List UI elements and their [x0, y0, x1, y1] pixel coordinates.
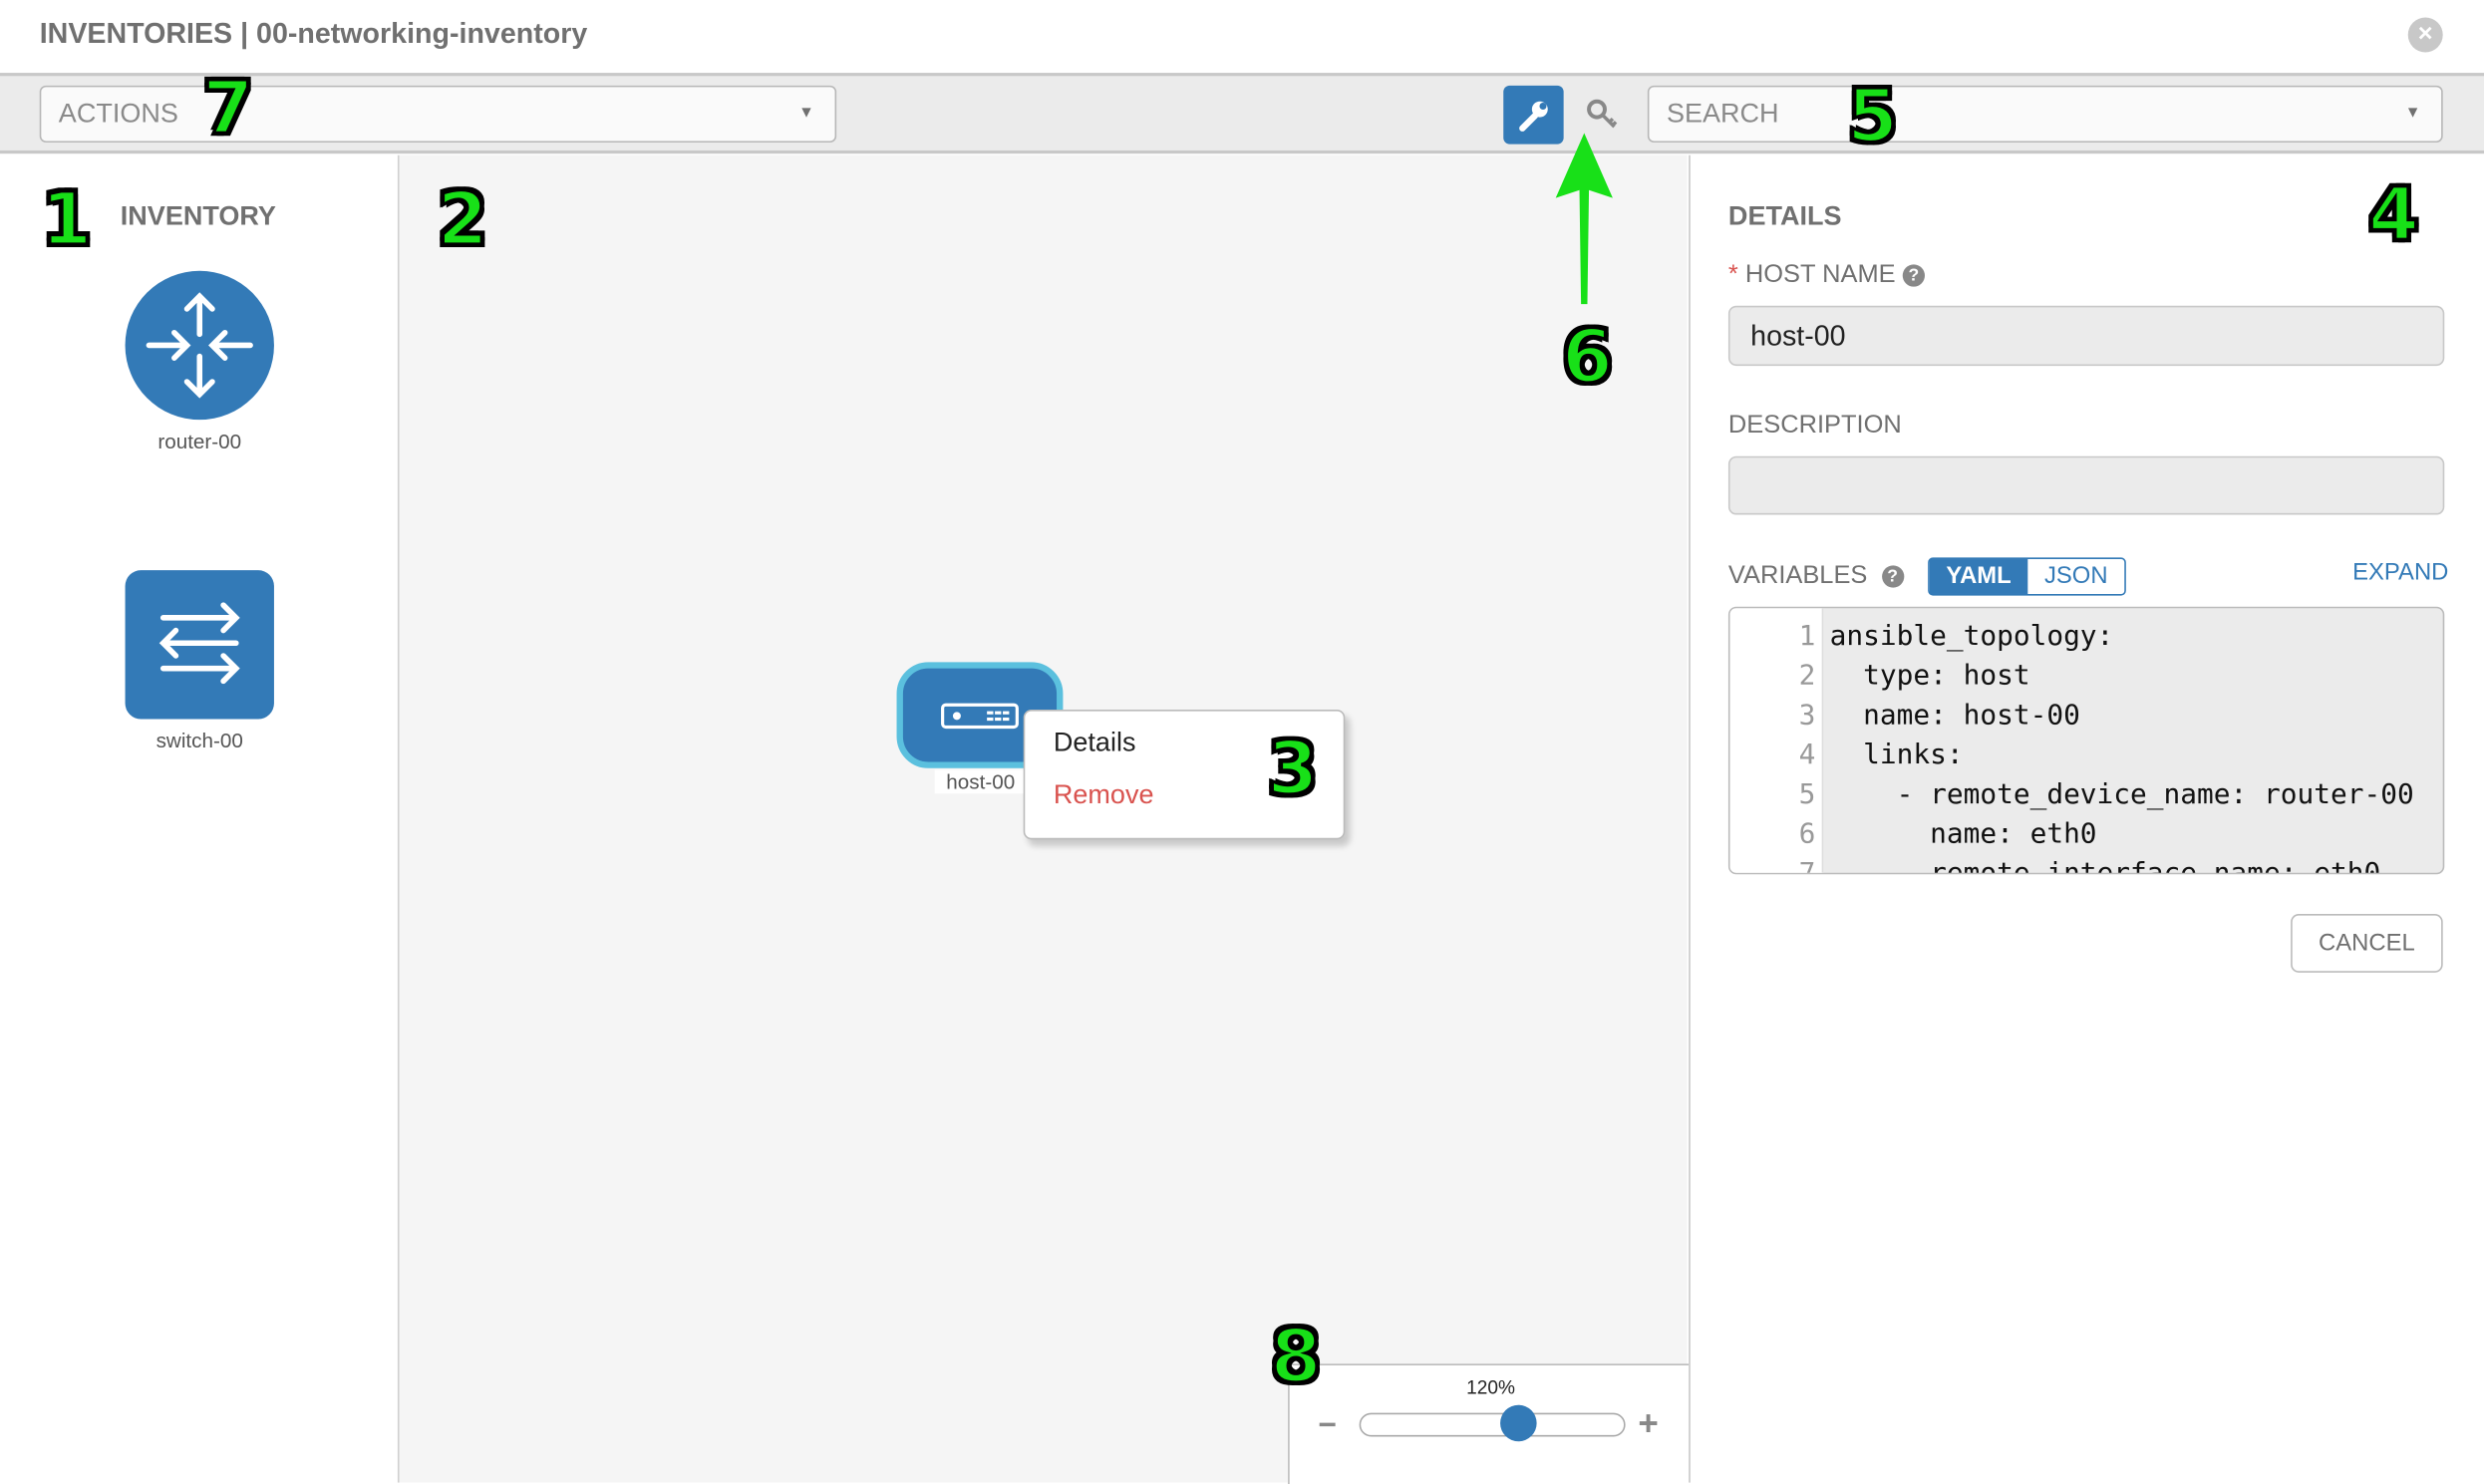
yaml-toggle[interactable]: YAML [1929, 559, 2028, 594]
line-number: 7 [1798, 858, 1816, 875]
key-mode-button[interactable] [1584, 95, 1622, 133]
line-number: 4 [1798, 740, 1816, 771]
zoom-in-button[interactable]: + [1638, 1403, 1659, 1443]
key-icon [1587, 99, 1618, 129]
variables-label: VARIABLES ? [1728, 562, 1904, 591]
close-icon[interactable]: × [2407, 17, 2443, 53]
search-placeholder: SEARCH [1666, 98, 1779, 129]
code-line: name: host-00 [1829, 700, 2080, 733]
line-number: 2 [1798, 660, 1816, 693]
line-number: 1 [1798, 621, 1816, 653]
line-numbers: 1 2 3 4 5 6 7 [1730, 618, 1816, 875]
zoom-level: 120% [1466, 1376, 1515, 1399]
annotation-1: 1 [40, 175, 94, 262]
required-mark: * [1727, 261, 1738, 289]
menu-item-details[interactable]: Details [1053, 727, 1136, 757]
line-number: 5 [1798, 778, 1816, 811]
cancel-button[interactable]: CANCEL [2291, 914, 2443, 973]
help-icon[interactable]: ? [1881, 565, 1904, 588]
format-toggle: YAML JSON [1928, 557, 2126, 596]
variables-editor[interactable]: 1 2 3 4 5 6 7 ansible_topology: type: host nam… [1727, 606, 2445, 875]
context-menu: Details Remove [1023, 710, 1346, 840]
zoom-slider-thumb[interactable] [1499, 1404, 1536, 1442]
arrow-icon [1555, 133, 1613, 305]
help-icon[interactable]: ? [1902, 264, 1925, 287]
actions-dropdown[interactable]: ACTIONS ▼ [39, 85, 837, 144]
code-line: type: host [1829, 660, 2030, 693]
inventory-title: INVENTORY [120, 200, 276, 232]
page-title: INVENTORIES | 00-networking-inventory [39, 17, 588, 50]
actions-placeholder: ACTIONS [58, 98, 178, 129]
line-number: 6 [1798, 818, 1816, 851]
annotation-6: 6 [1560, 313, 1614, 400]
annotation-5: 5 [1846, 73, 1900, 158]
zoom-control: 120% − + [1288, 1363, 1690, 1484]
host-name-label-text: HOST NAME [1744, 261, 1896, 289]
description-input[interactable] [1727, 455, 2445, 515]
router-icon[interactable] [125, 270, 274, 421]
chevron-down-icon: ▼ [798, 104, 814, 123]
code-line: - remote_device_name: router-00 [1829, 778, 2414, 811]
router-label: router-00 [157, 429, 242, 453]
host-name-input[interactable]: host-00 [1727, 305, 2445, 367]
switch-label: switch-00 [155, 729, 243, 752]
host-icon [941, 703, 1019, 730]
details-title: DETAILS [1727, 200, 1842, 232]
menu-item-remove[interactable]: Remove [1053, 778, 1154, 810]
expand-link[interactable]: EXPAND [2352, 559, 2449, 587]
json-toggle[interactable]: JSON [2043, 562, 2108, 590]
annotation-2: 2 [436, 175, 489, 262]
code-line: ansible_topology: [1829, 621, 2114, 653]
host-name-label: * HOST NAME ? [1728, 261, 1925, 290]
zoom-slider[interactable] [1359, 1404, 1626, 1442]
description-label: DESCRIPTION [1727, 412, 1902, 440]
line-number: 3 [1798, 700, 1816, 733]
annotation-8: 8 [1269, 1313, 1323, 1399]
annotation-3: 3 [1266, 725, 1320, 811]
annotation-7: 7 [201, 65, 255, 150]
search-dropdown[interactable]: SEARCH ▼ [1647, 85, 2443, 144]
zoom-out-button[interactable]: − [1318, 1407, 1337, 1443]
chevron-down-icon: ▼ [2404, 104, 2421, 123]
switch-icon[interactable] [125, 570, 274, 720]
code-line: name: eth0 [1829, 818, 2097, 851]
annotation-4: 4 [2366, 170, 2420, 257]
wrench-mode-button[interactable] [1503, 85, 1564, 145]
code-line: remote_interface_name: eth0 [1829, 858, 2381, 875]
code-content[interactable]: ansible_topology: type: host name: host-… [1829, 618, 2414, 875]
variables-label-text: VARIABLES [1727, 562, 1868, 590]
host-label: host-00 [934, 769, 1027, 794]
wrench-icon [1519, 101, 1548, 132]
code-line: links: [1829, 740, 1964, 771]
